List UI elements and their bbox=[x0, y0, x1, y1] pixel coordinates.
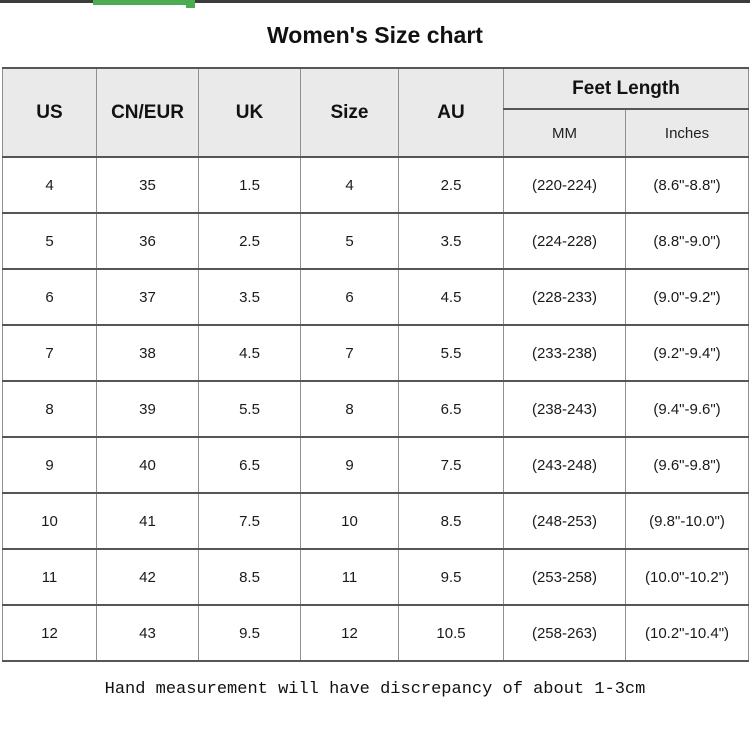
header-row-main: US CN/EUR UK Size AU Feet Length bbox=[2, 67, 750, 158]
cell-cn-eur: 39 bbox=[96, 380, 199, 438]
cell-au: 8.5 bbox=[398, 492, 504, 550]
cell-size: 11 bbox=[300, 548, 399, 606]
cell-size: 8 bbox=[300, 380, 399, 438]
cell-size: 5 bbox=[300, 212, 399, 270]
cell-inches: (10.2"-10.4") bbox=[624, 604, 750, 662]
cell-us: 7 bbox=[2, 324, 97, 382]
col-header-feet-length: Feet Length bbox=[502, 67, 750, 110]
green-accent-bar bbox=[93, 0, 193, 5]
cell-cn-eur: 36 bbox=[96, 212, 199, 270]
cell-us: 5 bbox=[2, 212, 97, 270]
cell-cn-eur: 38 bbox=[96, 324, 199, 382]
cell-inches: (9.6"-9.8") bbox=[624, 436, 750, 494]
table-row: 10 41 7.5 10 8.5 (248-253) (9.8"-10.0") bbox=[2, 492, 750, 550]
cell-inches: (9.2"-9.4") bbox=[624, 324, 750, 382]
cell-mm: (224-228) bbox=[503, 212, 626, 270]
cell-inches: (10.0"-10.2") bbox=[624, 548, 750, 606]
cell-us: 12 bbox=[2, 604, 97, 662]
cell-inches: (9.4"-9.6") bbox=[624, 380, 750, 438]
cell-mm: (258-263) bbox=[503, 604, 626, 662]
cell-us: 6 bbox=[2, 268, 97, 326]
col-header-size: Size bbox=[300, 67, 399, 158]
cell-au: 9.5 bbox=[398, 548, 504, 606]
cell-uk: 6.5 bbox=[198, 436, 301, 494]
cell-size: 6 bbox=[300, 268, 399, 326]
footer-note: Hand measurement will have discrepancy o… bbox=[104, 680, 646, 699]
cell-cn-eur: 42 bbox=[96, 548, 199, 606]
page-title: Women's Size chart bbox=[267, 22, 483, 48]
cell-mm: (243-248) bbox=[503, 436, 626, 494]
cell-au: 6.5 bbox=[398, 380, 504, 438]
table-row: 12 43 9.5 12 10.5 (258-263) (10.2"-10.4") bbox=[2, 604, 750, 662]
cell-size: 10 bbox=[300, 492, 399, 550]
cell-size: 7 bbox=[300, 324, 399, 382]
table-row: 7 38 4.5 7 5.5 (233-238) (9.2"-9.4") bbox=[2, 324, 750, 382]
col-header-us: US bbox=[2, 67, 97, 158]
cell-au: 4.5 bbox=[398, 268, 504, 326]
cell-uk: 7.5 bbox=[198, 492, 301, 550]
cell-au: 2.5 bbox=[398, 156, 504, 214]
col-header-inches: Inches bbox=[624, 108, 750, 158]
green-accent-nub bbox=[186, 0, 195, 8]
cell-inches: (8.6"-8.8") bbox=[624, 156, 750, 214]
cell-inches: (8.8"-9.0") bbox=[624, 212, 750, 270]
cell-cn-eur: 40 bbox=[96, 436, 199, 494]
top-border-line bbox=[0, 0, 750, 8]
size-table-body: 4 35 1.5 4 2.5 (220-224) (8.6"-8.8") 5 36 2.5 5 3.5… bbox=[2, 156, 750, 662]
col-header-au: AU bbox=[398, 67, 504, 158]
cell-us: 9 bbox=[2, 436, 97, 494]
cell-us: 11 bbox=[2, 548, 97, 606]
cell-mm: (238-243) bbox=[503, 380, 626, 438]
cell-au: 7.5 bbox=[398, 436, 504, 494]
cell-us: 4 bbox=[2, 156, 97, 214]
cell-mm: (233-238) bbox=[503, 324, 626, 382]
cell-cn-eur: 35 bbox=[96, 156, 199, 214]
cell-mm: (248-253) bbox=[503, 492, 626, 550]
table-row: 11 42 8.5 11 9.5 (253-258) (10.0"-10.2") bbox=[2, 548, 750, 606]
cell-us: 8 bbox=[2, 380, 97, 438]
cell-uk: 4.5 bbox=[198, 324, 301, 382]
cell-us: 10 bbox=[2, 492, 97, 550]
cell-uk: 9.5 bbox=[198, 604, 301, 662]
cell-uk: 3.5 bbox=[198, 268, 301, 326]
cell-size: 9 bbox=[300, 436, 399, 494]
cell-au: 3.5 bbox=[398, 212, 504, 270]
table-header: US CN/EUR UK Size AU Feet Length MM Inch… bbox=[2, 67, 750, 158]
cell-cn-eur: 43 bbox=[96, 604, 199, 662]
table-row: 9 40 6.5 9 7.5 (243-248) (9.6"-9.8") bbox=[2, 436, 750, 494]
table-row: 4 35 1.5 4 2.5 (220-224) (8.6"-8.8") bbox=[2, 156, 750, 214]
cell-inches: (9.0"-9.2") bbox=[624, 268, 750, 326]
col-header-mm: MM bbox=[503, 108, 626, 158]
cell-mm: (228-233) bbox=[503, 268, 626, 326]
cell-uk: 5.5 bbox=[198, 380, 301, 438]
cell-size: 4 bbox=[300, 156, 399, 214]
cell-mm: (253-258) bbox=[503, 548, 626, 606]
cell-inches: (9.8"-10.0") bbox=[624, 492, 750, 550]
cell-cn-eur: 41 bbox=[96, 492, 199, 550]
table-row: 6 37 3.5 6 4.5 (228-233) (9.0"-9.2") bbox=[2, 268, 750, 326]
header-row-sub: MM Inches bbox=[3, 108, 750, 158]
cell-size: 12 bbox=[300, 604, 399, 662]
cell-uk: 1.5 bbox=[198, 156, 301, 214]
cell-au: 10.5 bbox=[398, 604, 504, 662]
col-header-uk: UK bbox=[198, 67, 301, 158]
cell-cn-eur: 37 bbox=[96, 268, 199, 326]
cell-au: 5.5 bbox=[398, 324, 504, 382]
col-header-cn-eur: CN/EUR bbox=[96, 67, 199, 158]
table-row: 5 36 2.5 5 3.5 (224-228) (8.8"-9.0") bbox=[2, 212, 750, 270]
cell-uk: 8.5 bbox=[198, 548, 301, 606]
table-row: 8 39 5.5 8 6.5 (238-243) (9.4"-9.6") bbox=[2, 380, 750, 438]
cell-uk: 2.5 bbox=[198, 212, 301, 270]
size-chart-table: US CN/EUR UK Size AU Feet Length MM Inch… bbox=[2, 67, 750, 662]
cell-mm: (220-224) bbox=[503, 156, 626, 214]
